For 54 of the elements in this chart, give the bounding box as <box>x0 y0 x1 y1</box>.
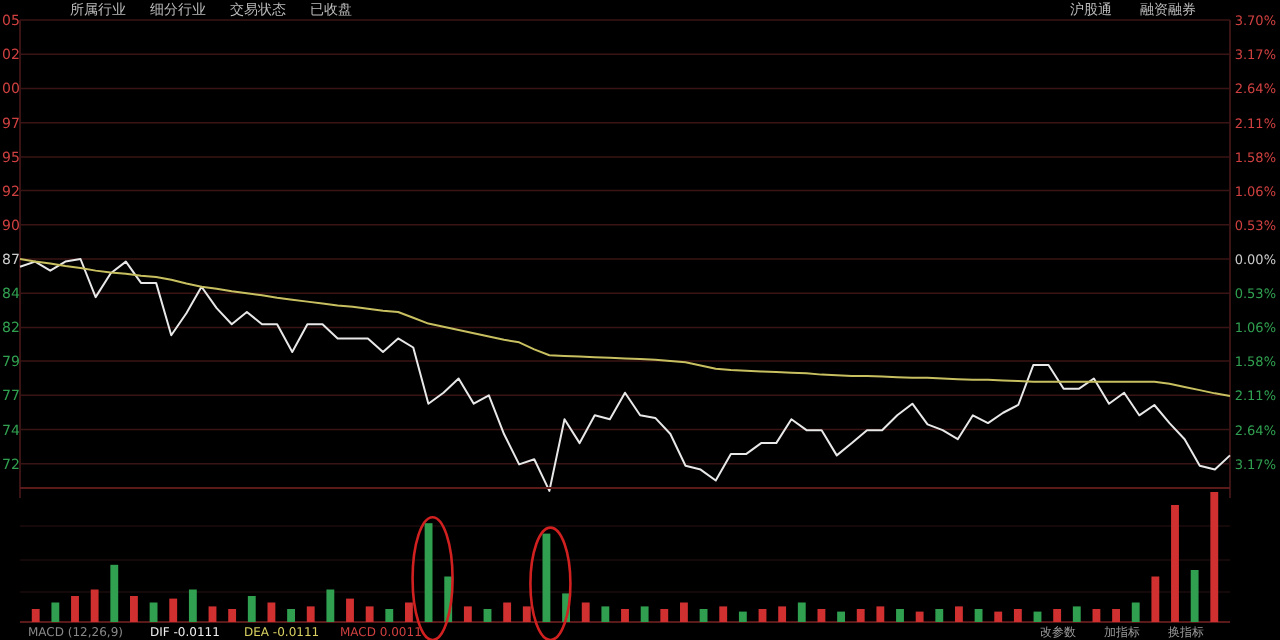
bar <box>365 606 374 622</box>
bar <box>51 602 60 622</box>
bar <box>621 609 629 622</box>
bar <box>463 606 472 622</box>
bar <box>522 606 531 622</box>
bar <box>1112 609 1120 622</box>
bar <box>719 606 728 622</box>
bar <box>31 609 40 622</box>
bar <box>680 602 688 622</box>
bar <box>601 606 610 622</box>
bar <box>247 596 256 622</box>
bar <box>90 589 99 622</box>
bar <box>1190 570 1199 622</box>
bar <box>306 606 315 622</box>
bar <box>287 609 295 622</box>
bar <box>915 611 924 622</box>
bar <box>660 609 669 622</box>
bar <box>699 609 708 622</box>
bar <box>405 602 413 622</box>
bar <box>837 611 845 622</box>
bar <box>385 609 394 622</box>
bar <box>208 606 217 622</box>
bar <box>896 609 904 622</box>
bar <box>346 598 354 622</box>
bar <box>1013 609 1022 622</box>
line-series <box>19 258 1231 492</box>
bar <box>935 609 944 622</box>
bar <box>130 596 138 622</box>
bar <box>955 606 963 622</box>
bar <box>1053 609 1062 622</box>
bar <box>778 606 787 622</box>
bar <box>581 602 590 622</box>
bar <box>169 598 178 622</box>
bar <box>1131 602 1140 622</box>
bar <box>1171 505 1179 622</box>
bar <box>188 589 197 622</box>
bar <box>424 523 433 622</box>
bar <box>856 609 865 622</box>
line-series <box>19 258 1231 397</box>
bar <box>797 602 806 622</box>
bar <box>738 611 747 622</box>
bar <box>110 564 119 622</box>
bar <box>503 602 512 622</box>
bar <box>71 596 79 622</box>
bar <box>1151 576 1160 622</box>
bar <box>994 611 1003 622</box>
bar <box>228 609 237 622</box>
bar <box>149 602 158 622</box>
bar <box>876 606 885 622</box>
bar <box>326 589 335 622</box>
bar <box>640 606 649 622</box>
bar <box>974 609 983 622</box>
bar <box>1072 606 1081 622</box>
bar <box>1210 492 1219 622</box>
